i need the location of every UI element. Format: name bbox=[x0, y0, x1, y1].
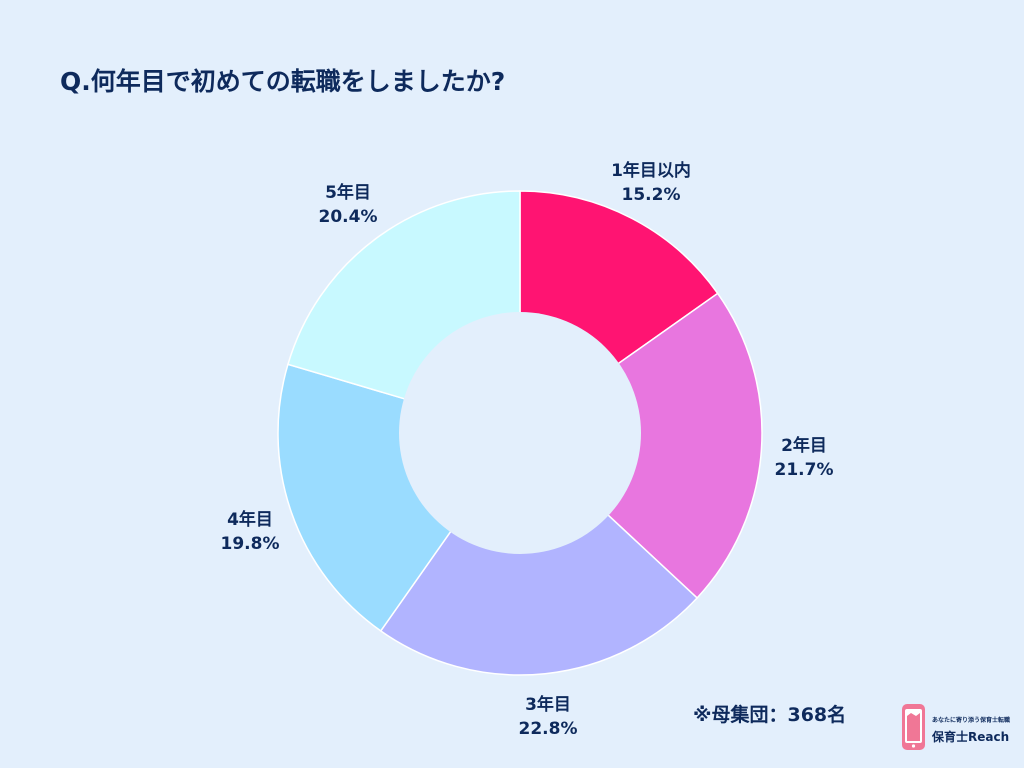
slice-label-1: 1年目以内 bbox=[611, 160, 691, 181]
donut-hole bbox=[399, 312, 641, 554]
slice-value-5: 20.4% bbox=[319, 207, 378, 227]
slice-label-5: 5年目 bbox=[325, 182, 371, 203]
logo-name: 保育士Reach bbox=[931, 729, 1009, 744]
slice-label-4: 4年目 bbox=[227, 509, 273, 530]
chart-title: Q.何年目で初めての転職をしましたか? bbox=[60, 67, 505, 96]
slice-value-2: 21.7% bbox=[775, 460, 834, 480]
slice-labels: 1年目以内 15.2% 2年目 21.7% 3年目 22.8% 4年目 19.8% 5年目 20.… bbox=[221, 160, 834, 739]
slice-value-4: 19.8% bbox=[221, 534, 280, 554]
brand-logo: あなたに寄り添う保育士転職 保育士Reach bbox=[902, 704, 1010, 750]
phone-apron-icon bbox=[902, 704, 925, 750]
donut-slice-2 bbox=[518, 292, 763, 600]
donut-slice-3 bbox=[379, 431, 699, 676]
logo-tagline: あなたに寄り添う保育士転職 bbox=[932, 716, 1010, 724]
slice-label-2: 2年目 bbox=[781, 435, 827, 456]
slice-value-1: 15.2% bbox=[622, 185, 681, 205]
slice-value-3: 22.8% bbox=[519, 719, 578, 739]
slice-label-3: 3年目 bbox=[525, 694, 571, 715]
sample-size-note: ※母集団：368名 bbox=[693, 703, 846, 726]
